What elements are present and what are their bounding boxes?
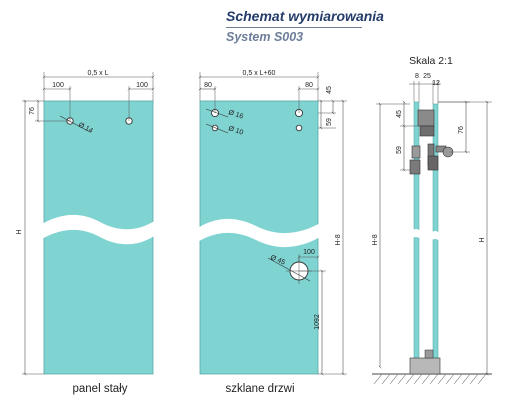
fixed-panel-dim-right: 100	[136, 82, 148, 89]
side-dim-12: 12	[432, 80, 440, 87]
fixed-panel-caption: panel stały	[73, 383, 128, 395]
door-dim-left: 80	[204, 82, 212, 89]
side-view-drawing: Skala 2:1	[372, 55, 492, 385]
roller-hardware	[409, 109, 454, 175]
door-dim-handle-offset: 100	[303, 249, 315, 256]
door-panel-caption: szklane drzwi	[225, 383, 294, 395]
fixed-panel-dim-left: 100	[52, 82, 64, 89]
fixed-panel-dim-height: H	[16, 229, 23, 234]
fixed-panel-dim-total: 0,5 x L	[87, 70, 108, 77]
drawing-subtitle: System S003	[226, 30, 304, 44]
fixed-panel-drawing: 0,5 x L 100 100 76 Ø 14 H panel stały	[16, 70, 156, 395]
door-dim-45: 45	[326, 86, 333, 94]
door-hole-small-right	[295, 124, 303, 132]
drawing-title: Schemat wymiarowania	[226, 8, 384, 24]
title-block: Schemat wymiarowania System S003	[226, 8, 384, 45]
door-dim-total: 0,5 x L+60	[243, 70, 276, 77]
door-dim-handle-height: 1092	[314, 314, 321, 330]
door-panel-drawing: 0,5 x L+60 80 80 45 59 Ø 16 Ø 10 H-8 100…	[196, 70, 347, 395]
door-dim-diameter-16: Ø 16	[227, 109, 244, 120]
fixed-panel-dim-hole-height: 76	[29, 107, 36, 115]
bottom-guide	[409, 357, 441, 375]
side-dim-76: 76	[458, 126, 465, 134]
floor-hatching	[373, 373, 487, 385]
door-dim-right: 80	[305, 82, 313, 89]
fixed-panel-break-wave	[40, 214, 156, 245]
side-view-scale: Skala 2:1	[409, 55, 453, 67]
side-dim-25: 25	[423, 73, 431, 80]
side-dim-8: 8	[415, 73, 419, 80]
side-dim-59: 59	[396, 146, 403, 154]
side-dim-45: 45	[396, 110, 403, 118]
door-dim-59: 59	[326, 118, 333, 126]
door-dim-height: H-8	[335, 234, 342, 245]
title-rule	[226, 27, 362, 28]
side-dim-height-total: H	[479, 237, 486, 242]
door-panel-break-wave	[196, 218, 322, 248]
side-dim-height-door: H-8	[372, 234, 379, 245]
door-dim-diameter-10: Ø 10	[227, 125, 244, 136]
